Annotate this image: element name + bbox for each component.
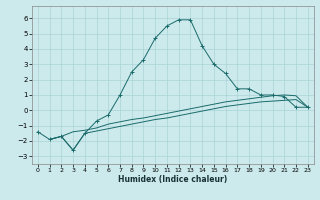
X-axis label: Humidex (Indice chaleur): Humidex (Indice chaleur) xyxy=(118,175,228,184)
